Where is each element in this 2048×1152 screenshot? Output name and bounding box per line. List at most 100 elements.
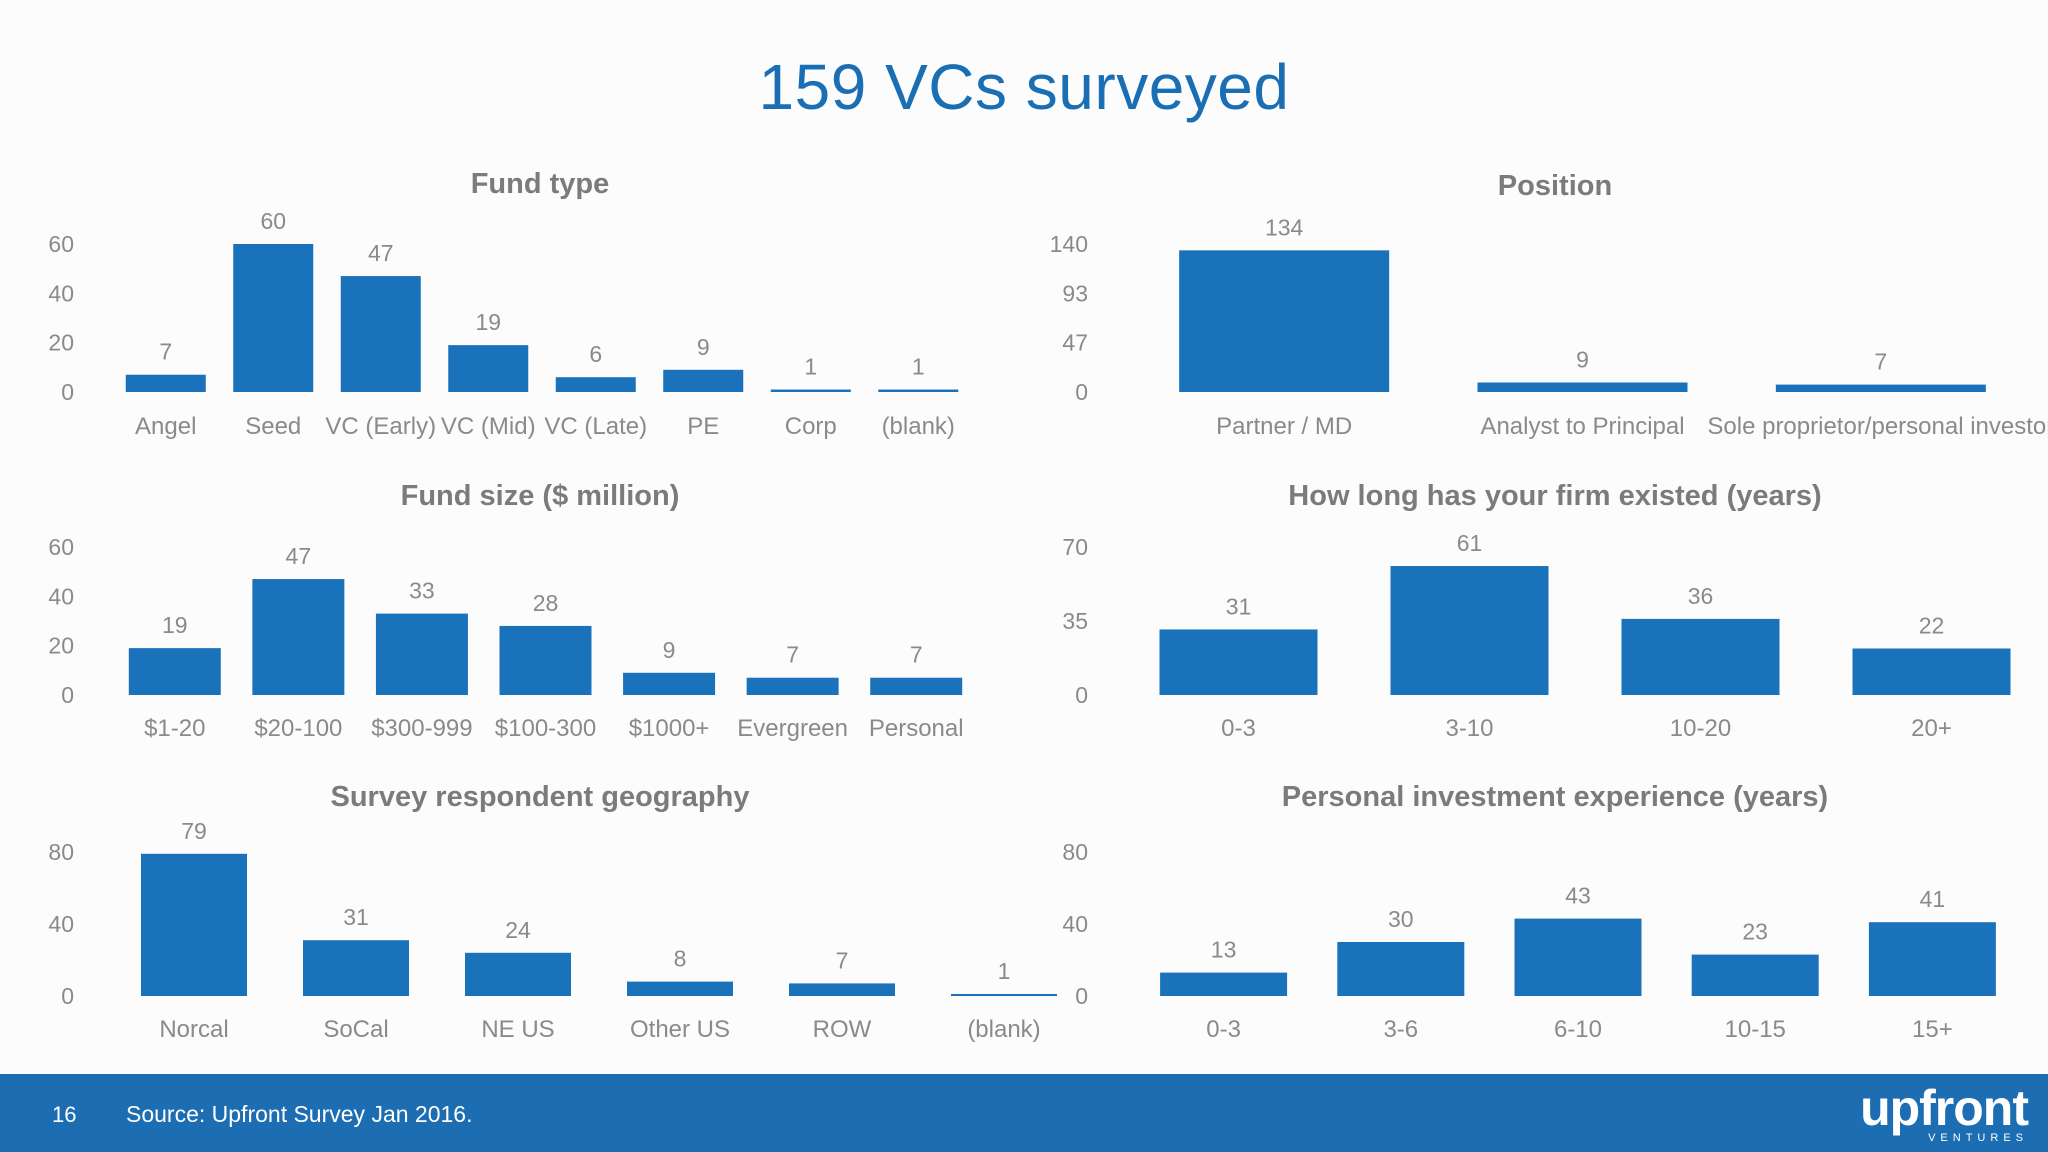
data-label: 9 — [1576, 346, 1589, 372]
chart-title: Personal investment experience (years) — [1282, 781, 1828, 813]
data-label: 7 — [910, 642, 923, 668]
y-tick-label: 0 — [1075, 983, 1088, 1009]
y-tick-label: 0 — [1075, 379, 1088, 405]
category-label: $20-100 — [254, 715, 342, 742]
y-tick-label: 47 — [1062, 329, 1088, 355]
category-label: 0-3 — [1206, 1016, 1241, 1043]
category-label: 6-10 — [1554, 1016, 1602, 1043]
category-label: 3-10 — [1445, 715, 1493, 742]
data-label: 30 — [1388, 906, 1414, 932]
data-label: 9 — [697, 334, 710, 360]
chart-title: Fund type — [471, 168, 610, 200]
category-label: VC (Early) — [325, 413, 436, 440]
y-tick-label: 20 — [48, 633, 74, 659]
upfront-logo: upfront VENTURES — [1860, 1082, 2029, 1144]
category-label: 3-6 — [1383, 1016, 1418, 1043]
data-label: 24 — [505, 917, 531, 943]
y-tick-label: 0 — [61, 682, 74, 708]
data-label: 60 — [260, 208, 286, 234]
category-label: $300-999 — [371, 715, 472, 742]
bar — [252, 579, 345, 695]
data-label: 47 — [286, 543, 312, 569]
category-label: ROW — [813, 1016, 872, 1043]
bar — [627, 981, 733, 996]
bar — [1390, 566, 1549, 695]
data-label: 19 — [475, 309, 501, 335]
page-number: 16 — [52, 1102, 77, 1127]
y-tick-label: 80 — [1062, 839, 1088, 865]
bar — [870, 677, 963, 695]
category-label: 0-3 — [1221, 715, 1256, 742]
data-label: 31 — [1226, 593, 1252, 619]
bar — [499, 625, 592, 695]
data-label: 43 — [1565, 883, 1591, 909]
bar — [951, 994, 1057, 996]
data-label: 31 — [343, 904, 369, 930]
data-label: 41 — [1920, 886, 1946, 912]
y-tick-label: 35 — [1062, 608, 1088, 634]
bar — [1514, 918, 1642, 996]
data-label: 36 — [1688, 583, 1714, 609]
y-tick-label: 20 — [48, 330, 74, 356]
chart-experience: Personal investment experience (years) 0 4… — [1062, 781, 1996, 1043]
y-tick-label: 60 — [48, 231, 74, 257]
y-tick-label: 40 — [48, 583, 74, 609]
bar — [789, 983, 895, 996]
bar — [1179, 250, 1390, 392]
y-tick-label: 60 — [48, 534, 74, 560]
category-label: 15+ — [1912, 1016, 1953, 1043]
data-label: 23 — [1742, 919, 1768, 945]
category-label: NE US — [481, 1016, 554, 1043]
category-label: Corp — [785, 413, 837, 440]
data-label: 7 — [1874, 349, 1887, 375]
bar — [555, 377, 636, 392]
chart-geography: Survey respondent geography 0 40 80 79 Norcal… — [48, 781, 1057, 1043]
chart-firm-age: How long has your firm existed (years) 0 3… — [1062, 480, 2011, 742]
category-label: $1-20 — [144, 715, 205, 742]
y-tick-label: 40 — [48, 280, 74, 306]
bar — [878, 389, 959, 392]
category-label: Sole proprietor/personal investor — [1707, 413, 2048, 440]
bar — [623, 672, 716, 695]
data-label: 7 — [159, 339, 172, 365]
footer-bar: 16 Source: Upfront Survey Jan 2016. upfr… — [0, 1074, 2048, 1152]
category-label: Personal — [869, 715, 964, 742]
bar — [1337, 942, 1465, 996]
y-tick-label: 0 — [1075, 682, 1088, 708]
y-tick-label: 0 — [61, 983, 74, 1009]
bar — [663, 369, 744, 392]
category-label: Other US — [630, 1016, 730, 1043]
bar — [141, 853, 247, 996]
logo-subtitle: VENTURES — [1928, 1132, 2028, 1144]
y-tick-label: 70 — [1062, 534, 1088, 560]
data-label: 79 — [181, 818, 207, 844]
bar — [1852, 648, 2011, 695]
category-label: Evergreen — [737, 715, 848, 742]
bar — [1775, 384, 1986, 392]
category-label: VC (Late) — [544, 413, 647, 440]
data-label: 7 — [786, 642, 799, 668]
bar — [1160, 972, 1288, 996]
category-label: Partner / MD — [1216, 413, 1352, 440]
data-label: 47 — [368, 240, 394, 266]
data-label: 6 — [589, 341, 602, 367]
data-label: 1 — [998, 958, 1011, 984]
y-tick-label: 140 — [1050, 231, 1088, 257]
data-label: 9 — [663, 637, 676, 663]
bar — [770, 389, 851, 392]
data-label: 22 — [1919, 612, 1945, 638]
data-label: 1 — [912, 354, 925, 380]
bar — [1691, 954, 1819, 996]
category-label: Norcal — [159, 1016, 228, 1043]
bar — [448, 345, 529, 392]
bar — [303, 940, 409, 996]
bar — [375, 613, 468, 695]
bar — [746, 677, 839, 695]
bar — [340, 276, 421, 392]
data-label: 33 — [409, 578, 435, 604]
bar — [1159, 629, 1318, 695]
category-label: (blank) — [967, 1016, 1040, 1043]
bar — [1621, 618, 1780, 695]
source-note: Source: Upfront Survey Jan 2016. — [126, 1101, 473, 1127]
category-label: 10-15 — [1725, 1016, 1786, 1043]
